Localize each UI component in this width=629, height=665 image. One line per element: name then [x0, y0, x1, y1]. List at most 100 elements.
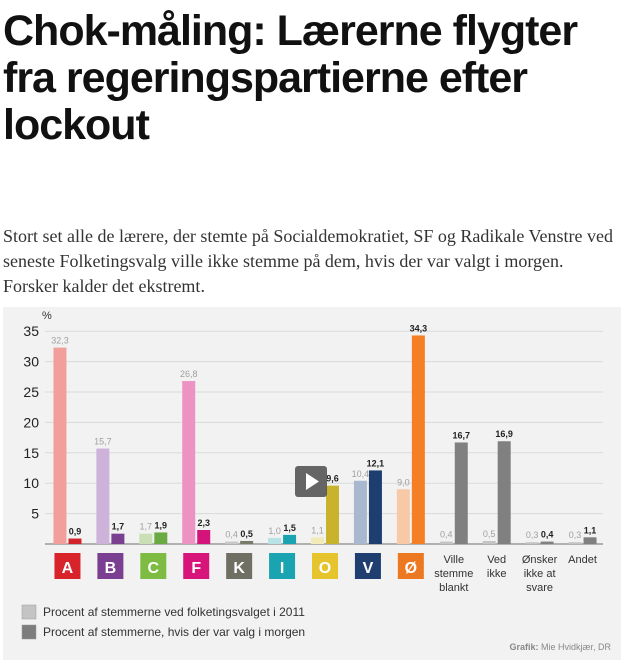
data-label-now: 1,9: [155, 520, 168, 530]
y-tick-label: 25: [23, 384, 39, 400]
bar-2011: [482, 540, 496, 544]
category-label: blankt: [439, 582, 468, 594]
article-subheading: Stort set alle de lærere, der stemte på …: [3, 226, 614, 296]
bar-2011: [96, 448, 110, 544]
credit-name: Mie Hvidkjær, DR: [541, 642, 612, 652]
bar-now: [240, 540, 254, 544]
data-label-now: 1,1: [584, 525, 597, 535]
data-label-now: 12,1: [367, 458, 385, 468]
bar-now: [583, 537, 597, 544]
data-label-now: 1,5: [283, 523, 296, 533]
bar-now: [454, 442, 468, 544]
legend-swatch: [21, 604, 37, 620]
data-label-2011: 1,1: [311, 525, 324, 535]
graphic-credit: Grafik: Mie Hvidkjær, DR: [509, 642, 611, 652]
data-label-2011: 0,4: [440, 530, 453, 540]
data-label-now: 1,7: [112, 522, 125, 532]
bar-2011: [225, 541, 239, 544]
y-tick-label: 15: [23, 445, 39, 461]
category-label: Ved: [487, 554, 506, 566]
data-label-now: 34,3: [410, 323, 428, 333]
video-play-button[interactable]: [295, 466, 327, 497]
data-label-now: 16,9: [495, 429, 513, 439]
x-axis: A B C F K I O V Ø Ville stemme blankt Ved ikke Ønsker i…: [54, 553, 597, 594]
party-letter: F: [191, 560, 201, 577]
data-label-2011: 0,3: [526, 530, 539, 540]
bar-2011: [182, 381, 196, 544]
y-tick-label: 10: [23, 475, 39, 491]
bar-2011: [53, 347, 67, 544]
bar-now: [111, 533, 125, 544]
article-headline: Chok-måling: Lærerne flygter fra regerin…: [3, 7, 578, 149]
bar-2011: [268, 537, 282, 544]
category-label: ikke: [487, 568, 507, 580]
bar-2011: [396, 489, 410, 544]
data-label-2011: 1,7: [140, 522, 153, 532]
y-axis-unit-label: %: [42, 310, 52, 322]
category-label: stemme: [434, 568, 473, 580]
party-badge: [312, 553, 338, 579]
legend-label: Procent af stemmerne, hvis der var valg …: [43, 625, 305, 639]
data-label-2011: 1,0: [268, 526, 281, 536]
party-letter: B: [105, 560, 117, 577]
y-tick-label: 5: [31, 506, 39, 522]
bar-now: [68, 538, 82, 544]
party-letter: I: [280, 560, 284, 577]
category-label: Ønsker: [522, 554, 558, 566]
legend-label: Procent af stemmerne ved folketingsvalge…: [43, 605, 305, 619]
data-label-2011: 0,3: [569, 530, 582, 540]
bar-now: [411, 335, 425, 544]
party-badge: [54, 553, 81, 579]
legend-swatch: [21, 624, 37, 640]
data-label-now: 2,3: [197, 518, 210, 528]
data-label-2011: 32,3: [51, 336, 69, 346]
data-label-2011: 9,0: [397, 477, 410, 487]
party-letter: C: [148, 560, 160, 577]
bar-2011: [525, 542, 539, 544]
category-label: Ville: [443, 554, 464, 566]
data-label-now: 0,9: [69, 527, 82, 537]
play-icon[interactable]: [306, 473, 319, 490]
data-label-now: 0,5: [240, 529, 253, 539]
data-label-2011: 0,4: [225, 530, 238, 540]
party-badge: [183, 553, 210, 579]
bar-2011: [439, 541, 453, 544]
category-label: ikke at: [524, 568, 556, 580]
y-axis: % 5 10 15 20 25 30 35: [23, 310, 52, 522]
party-letter: A: [62, 560, 74, 577]
category-label: Andet: [568, 554, 597, 566]
y-tick-label: 20: [23, 414, 39, 430]
bar-now: [368, 470, 382, 544]
bar-now: [326, 485, 339, 544]
category-label: svare: [526, 582, 553, 594]
bars: 32,30,915,71,7 1,7 1,926,82,30,4 0,5 1,0 1,5 1…: [51, 323, 597, 544]
data-label-2011: 15,7: [94, 437, 112, 447]
y-tick-label: 35: [23, 323, 39, 339]
party-letter: K: [233, 560, 245, 577]
chart-container: % 5 10 15 20 25 30 35 32,3 0,9 15,7 1,7 1,7 1,9 26,8 2…: [3, 307, 621, 660]
party-letter: V: [363, 560, 374, 577]
party-badge: [226, 553, 253, 579]
data-label-now: 0,4: [541, 530, 554, 540]
party-letter: O: [319, 560, 331, 577]
party-badge: [354, 553, 381, 579]
bar-now: [197, 530, 211, 544]
bar-2011: [353, 480, 367, 544]
data-label-now: 9,6: [326, 474, 339, 484]
data-label-2011: 0,5: [483, 529, 496, 539]
data-label-now: 16,7: [453, 430, 471, 440]
data-label-2011: 26,8: [180, 369, 198, 379]
bar-2011: [311, 537, 324, 544]
party-badge: [97, 553, 124, 579]
legend: Procent af stemmerne ved folketingsvalge…: [21, 604, 305, 640]
party-letter: Ø: [405, 560, 417, 577]
bar-now: [540, 541, 554, 544]
bar-now: [283, 534, 297, 544]
credit-label: Grafik:: [509, 642, 541, 652]
party-badge: [269, 553, 296, 579]
party-badge: [140, 553, 167, 579]
bar-2011: [568, 542, 582, 544]
data-label-2011: 10,4: [352, 469, 370, 479]
y-tick-label: 30: [23, 354, 39, 370]
